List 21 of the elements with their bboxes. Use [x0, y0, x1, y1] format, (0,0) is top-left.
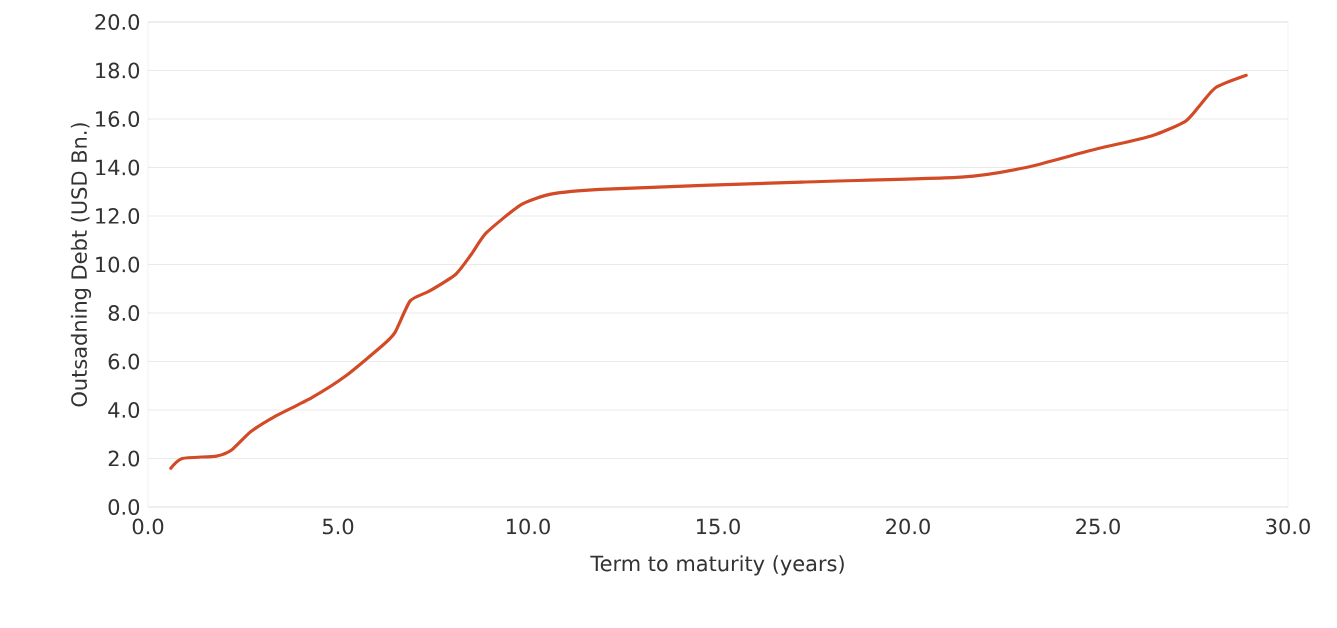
y-tick-label: 20.0	[95, 14, 140, 30]
y-tick-label: 4.0	[108, 402, 140, 418]
y-axis-title: Outsadning Debt (USD Bn.)	[70, 123, 92, 407]
x-tick-label: 5.0	[322, 518, 354, 535]
line-series	[169, 73, 1248, 470]
x-tick-label: 25.0	[1076, 518, 1120, 535]
y-tick-label: 8.0	[108, 305, 140, 321]
y-tick-label: 6.0	[108, 353, 140, 370]
x-tick-label: 10.0	[507, 518, 550, 535]
x-tick-label: 30.0	[1266, 518, 1310, 535]
y-tick-label: 10.0	[96, 256, 140, 273]
y-tick-label: 2.0	[108, 450, 140, 467]
x-tick-label: 0.0	[132, 518, 164, 535]
y-tick-label: 0.0	[108, 499, 140, 515]
y-tick-label: 12.0	[96, 208, 140, 224]
y-tick-label: 14.0	[96, 159, 140, 176]
y-tick-label: 16.0	[96, 111, 140, 127]
x-axis-title: Term to maturity (years)	[590, 555, 844, 576]
y-tick-label: 18.0	[96, 62, 140, 79]
x-tick-label: 20.0	[886, 518, 930, 535]
x-tick-label: 15.0	[697, 518, 740, 535]
